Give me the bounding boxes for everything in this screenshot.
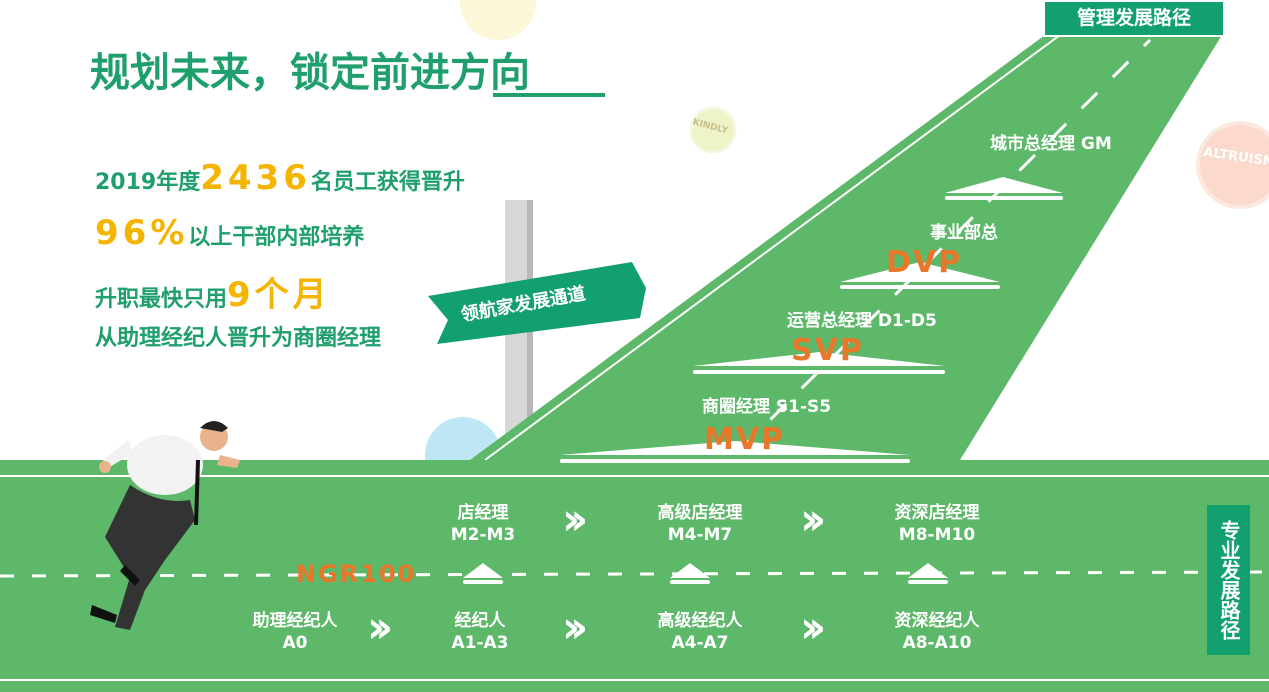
bubble — [460, 0, 536, 40]
store-level: 高级店经理 M4-M7 — [657, 503, 743, 545]
stat-promotions: 2019年度2436名员工获得晋升 — [95, 158, 465, 198]
signpost-banner — [428, 262, 646, 344]
page-title: 规划未来，锁定前进方向 — [90, 50, 530, 96]
ngr100-label: NGR100 — [296, 560, 417, 588]
title-underline — [493, 93, 605, 97]
chevron-right-icon: ›› — [800, 602, 826, 653]
level-svp-title: 运营总经理 D1-D5 — [787, 311, 937, 331]
level-mvp-title: 商圈经理 S1-S5 — [702, 397, 832, 417]
stat-internal: 96%以上干部内部培养 — [95, 213, 365, 253]
chevron-right-icon: ›› — [562, 602, 588, 653]
agent-level: 高级经纪人 A4-A7 — [657, 611, 743, 653]
level-dvp-title: 事业部总 — [930, 223, 998, 243]
bubble-kindly — [689, 106, 737, 154]
level-mvp-code: MVP — [704, 422, 786, 457]
management-path-badge: 管理发展路径 — [1043, 0, 1225, 37]
platform-markers — [463, 177, 1063, 584]
agent-level: 经纪人 A1-A3 — [451, 611, 509, 653]
bubble-altruism — [1196, 121, 1269, 209]
level-gm: 城市总经理 GM — [990, 134, 1112, 154]
store-level: 资深店经理 M8-M10 — [894, 503, 980, 545]
chevron-right-icon: ›› — [562, 494, 588, 545]
professional-road — [0, 460, 1269, 692]
chevron-right-icon: ›› — [800, 494, 826, 545]
agent-level: 助理经纪人 A0 — [252, 611, 338, 653]
level-dvp-code: DVP — [886, 245, 963, 280]
stat-fastest: 升职最快只用9个月 — [95, 275, 331, 315]
agent-level: 资深经纪人 A8-A10 — [894, 611, 980, 653]
store-level: 店经理 M2-M3 — [450, 503, 516, 545]
management-ramp — [470, 35, 1222, 460]
professional-path-badge: 专业发展路径 — [1207, 505, 1250, 655]
stat-path: 从助理经纪人晋升为商圈经理 — [95, 326, 382, 351]
level-svp-code: SVP — [791, 333, 864, 368]
chevron-right-icon: ›› — [367, 602, 393, 653]
runner-illustration — [90, 421, 240, 630]
